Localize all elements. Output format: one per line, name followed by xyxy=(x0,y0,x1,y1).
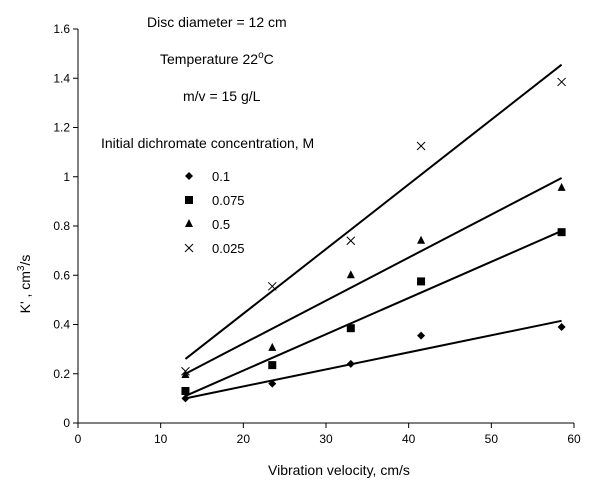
point-0.075 xyxy=(346,324,355,333)
y-tick-label: 0.6 xyxy=(53,268,70,282)
fit-lines xyxy=(184,63,563,400)
x-tick-label: 10 xyxy=(154,432,168,446)
point-0.025 xyxy=(267,281,277,291)
axes: 0 10 20 30 40 50 60 0 0.2 0.4 0.6 0.8 1 1.2 1.4 1.6 xyxy=(53,22,581,446)
x-marker-stroke xyxy=(267,281,277,291)
point-0.075 xyxy=(268,361,277,370)
y-tick-label: 1.2 xyxy=(53,121,70,135)
point-0.5 xyxy=(181,369,190,378)
legend-marker-0.075 xyxy=(185,196,193,204)
fit-line-0.5 xyxy=(185,177,563,375)
annotation-mass-volume: m/v = 15 g/L xyxy=(183,88,261,104)
legend-label-0.075: 0.075 xyxy=(212,193,245,208)
annotation-temperature: Temperature 22oC xyxy=(160,50,274,67)
point-0.025 xyxy=(346,236,356,246)
fit-line-0.1 xyxy=(185,319,562,400)
legend-marker-0.5 xyxy=(185,219,193,227)
fit-line-0.025 xyxy=(184,63,563,360)
point-0.1 xyxy=(268,379,277,388)
y-tick-label: 0.4 xyxy=(53,318,70,332)
legend-label-0.025: 0.025 xyxy=(212,241,245,256)
point-0.5 xyxy=(417,235,426,244)
legend-marker-0.1 xyxy=(185,172,193,180)
legend: 0.1 0.075 0.5 0.025 xyxy=(184,169,245,256)
x-tick-label: 60 xyxy=(567,432,581,446)
fit-line-0.075 xyxy=(185,230,563,397)
point-0.1 xyxy=(557,322,566,331)
legend-label-0.1: 0.1 xyxy=(212,169,230,184)
point-0.025 xyxy=(181,366,190,376)
x-tick-label: 30 xyxy=(319,432,333,446)
x-axis-label: Vibration velocity, cm/s xyxy=(268,462,410,478)
y-tick-label: 1.4 xyxy=(53,71,70,85)
point-0.1 xyxy=(181,394,190,403)
x-tick-label: 50 xyxy=(485,432,499,446)
legend-title: Initial dichromate concentration, M xyxy=(101,135,314,151)
point-0.075 xyxy=(417,277,426,286)
y-tick-label: 1 xyxy=(63,170,70,184)
point-0.025 xyxy=(416,141,426,151)
annotations: Disc diameter = 12 cm Temperature 22oC m… xyxy=(147,14,287,104)
y-tick-label: 0.8 xyxy=(53,219,70,233)
y-tick-label: 0 xyxy=(63,416,70,430)
y-axis-label: K' , cm3/s xyxy=(16,255,33,314)
x-tick-label: 20 xyxy=(237,432,251,446)
x-tick-label: 40 xyxy=(402,432,416,446)
point-0.025 xyxy=(557,77,566,87)
legend-marker-0.025 xyxy=(184,243,194,253)
point-0.5 xyxy=(346,270,355,279)
point-0.075 xyxy=(557,228,566,237)
legend-label-0.5: 0.5 xyxy=(212,217,230,232)
x-marker-stroke xyxy=(557,77,566,87)
annotation-disc: Disc diameter = 12 cm xyxy=(147,14,287,30)
x-marker-stroke xyxy=(346,236,356,246)
point-0.5 xyxy=(268,342,277,351)
point-0.075 xyxy=(181,386,190,395)
point-0.5 xyxy=(557,182,566,191)
x-tick-label: 0 xyxy=(75,432,82,446)
point-0.1 xyxy=(346,359,355,368)
x-marker-stroke xyxy=(181,366,190,376)
x-marker-stroke xyxy=(184,243,194,253)
y-tick-label: 0.2 xyxy=(53,367,70,381)
x-marker-stroke xyxy=(416,141,426,151)
point-0.1 xyxy=(417,331,426,340)
y-tick-label: 1.6 xyxy=(53,22,70,36)
data-points xyxy=(181,77,566,403)
